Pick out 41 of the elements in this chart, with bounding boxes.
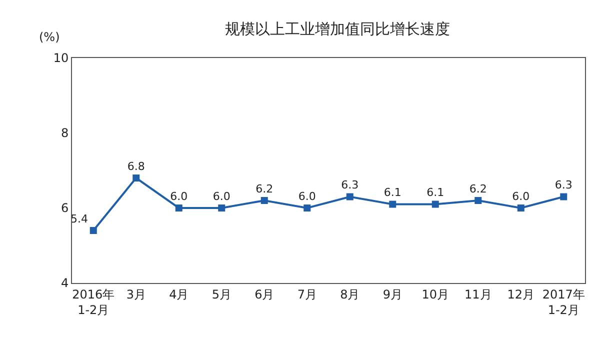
x-tick-label: 2017年 1-2月: [542, 287, 585, 317]
data-label: 6.2: [469, 182, 487, 196]
data-label: 6.3: [341, 178, 359, 192]
data-label: 6.0: [298, 190, 316, 203]
data-label: 6.0: [512, 190, 530, 203]
point: [175, 204, 182, 212]
y-tick-label: 6: [60, 201, 69, 216]
point: [560, 193, 568, 200]
x-tick-label: 2016年 1-2月: [72, 287, 115, 317]
data-label: 6.3: [554, 178, 572, 192]
point: [218, 204, 226, 212]
data-label: 6.2: [256, 182, 274, 196]
data-label: 6.8: [127, 160, 145, 173]
x-tick-label: 11月: [464, 287, 492, 302]
y-tick-label: 10: [53, 51, 69, 66]
point: [260, 197, 268, 204]
point: [432, 200, 439, 208]
y-axis-title: (%): [39, 30, 60, 44]
y-tick-label: 4: [60, 276, 69, 290]
x-tick-label: 3月: [126, 287, 146, 302]
x-tick-label: 8月: [340, 287, 360, 302]
x-tick-label: 6月: [254, 287, 274, 302]
x-tick-label: 10月: [422, 287, 450, 302]
point: [304, 204, 311, 212]
data-label: 6.0: [212, 190, 230, 203]
data-label: 6.1: [384, 186, 402, 200]
x-tick-label: 12月: [507, 287, 535, 302]
x-tick-label: 7月: [297, 287, 317, 302]
x-tick-label: 5月: [212, 287, 232, 302]
point: [132, 174, 140, 182]
y-tick-label: 8: [60, 126, 69, 140]
x-tick-label: 9月: [382, 287, 402, 302]
point: [90, 227, 97, 234]
point: [517, 204, 524, 212]
point: [474, 197, 482, 204]
x-tick-label: 4月: [169, 287, 189, 302]
data-label: 6.0: [170, 190, 188, 203]
data-label: 6.1: [426, 186, 444, 200]
chart-title: 规模以上工业增加值同比增长速度: [225, 20, 450, 38]
point: [389, 200, 396, 208]
point: [346, 193, 354, 200]
